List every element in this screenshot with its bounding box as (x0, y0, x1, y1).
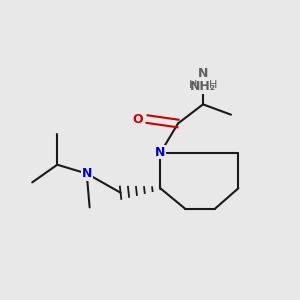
Text: NH₂: NH₂ (190, 80, 216, 93)
Text: H: H (209, 80, 218, 90)
Text: H: H (188, 80, 197, 90)
Text: N: N (82, 167, 92, 180)
Text: N: N (155, 146, 166, 159)
Text: N: N (198, 67, 208, 80)
Text: O: O (132, 112, 143, 126)
